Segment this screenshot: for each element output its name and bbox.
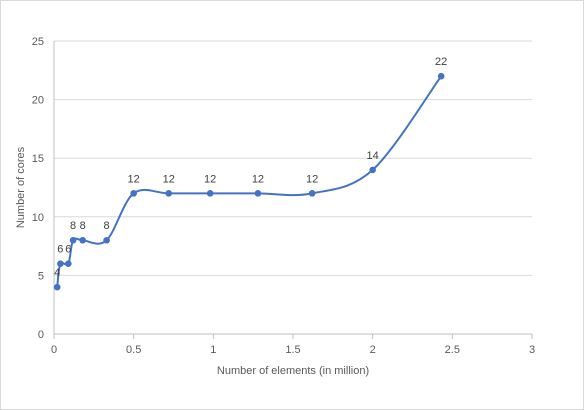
data-point xyxy=(369,166,376,174)
data-point xyxy=(57,260,64,267)
x-tick-label: 2 xyxy=(370,344,376,356)
data-point xyxy=(130,190,137,197)
data-label: 8 xyxy=(80,220,86,232)
gridlines xyxy=(54,40,532,276)
data-point xyxy=(53,283,61,291)
y-tick-label: 25 xyxy=(32,36,44,48)
data-point xyxy=(254,190,262,197)
y-tick-label: 5 xyxy=(38,270,44,282)
y-tick-label: 15 xyxy=(32,153,44,165)
data-label: 8 xyxy=(70,220,76,232)
data-point xyxy=(69,236,77,244)
x-tick-label: 1.5 xyxy=(285,344,300,356)
series-line xyxy=(56,75,442,288)
data-label: 12 xyxy=(204,173,216,185)
data-label: 14 xyxy=(367,150,379,162)
data-label: 12 xyxy=(163,173,175,185)
data-point xyxy=(65,260,72,267)
data-point xyxy=(308,190,316,197)
y-tick-labels: 0 5 10 15 20 25 xyxy=(32,36,44,341)
axes xyxy=(53,41,533,339)
y-tick-label: 0 xyxy=(38,329,44,341)
data-point xyxy=(165,190,173,197)
data-point xyxy=(79,236,86,244)
data-label: 6 xyxy=(65,244,71,256)
data-point xyxy=(437,72,445,80)
data-label: 8 xyxy=(104,220,110,232)
y-axis-title: Number of cores xyxy=(15,146,27,228)
y-tick-label: 20 xyxy=(32,95,44,107)
data-point xyxy=(206,190,214,197)
x-tick-label: 3 xyxy=(529,344,535,356)
x-tick-labels: 0 0.5 1 1.5 2 2.5 3 xyxy=(51,344,535,356)
x-tick-label: 0.5 xyxy=(126,344,141,356)
data-points xyxy=(53,72,445,291)
x-tick-label: 0 xyxy=(51,344,57,356)
data-label: 6 xyxy=(57,244,63,256)
data-label: 12 xyxy=(306,173,318,185)
data-label: 12 xyxy=(252,173,264,185)
data-point xyxy=(103,236,110,244)
data-label: 12 xyxy=(128,173,140,185)
x-tick-label: 1 xyxy=(210,344,216,356)
data-label: 22 xyxy=(435,56,447,68)
data-label: 4 xyxy=(54,267,60,279)
y-tick-label: 10 xyxy=(32,212,44,224)
x-tick-label: 2.5 xyxy=(445,344,460,356)
x-axis-title: Number of elements (in million) xyxy=(217,365,369,377)
